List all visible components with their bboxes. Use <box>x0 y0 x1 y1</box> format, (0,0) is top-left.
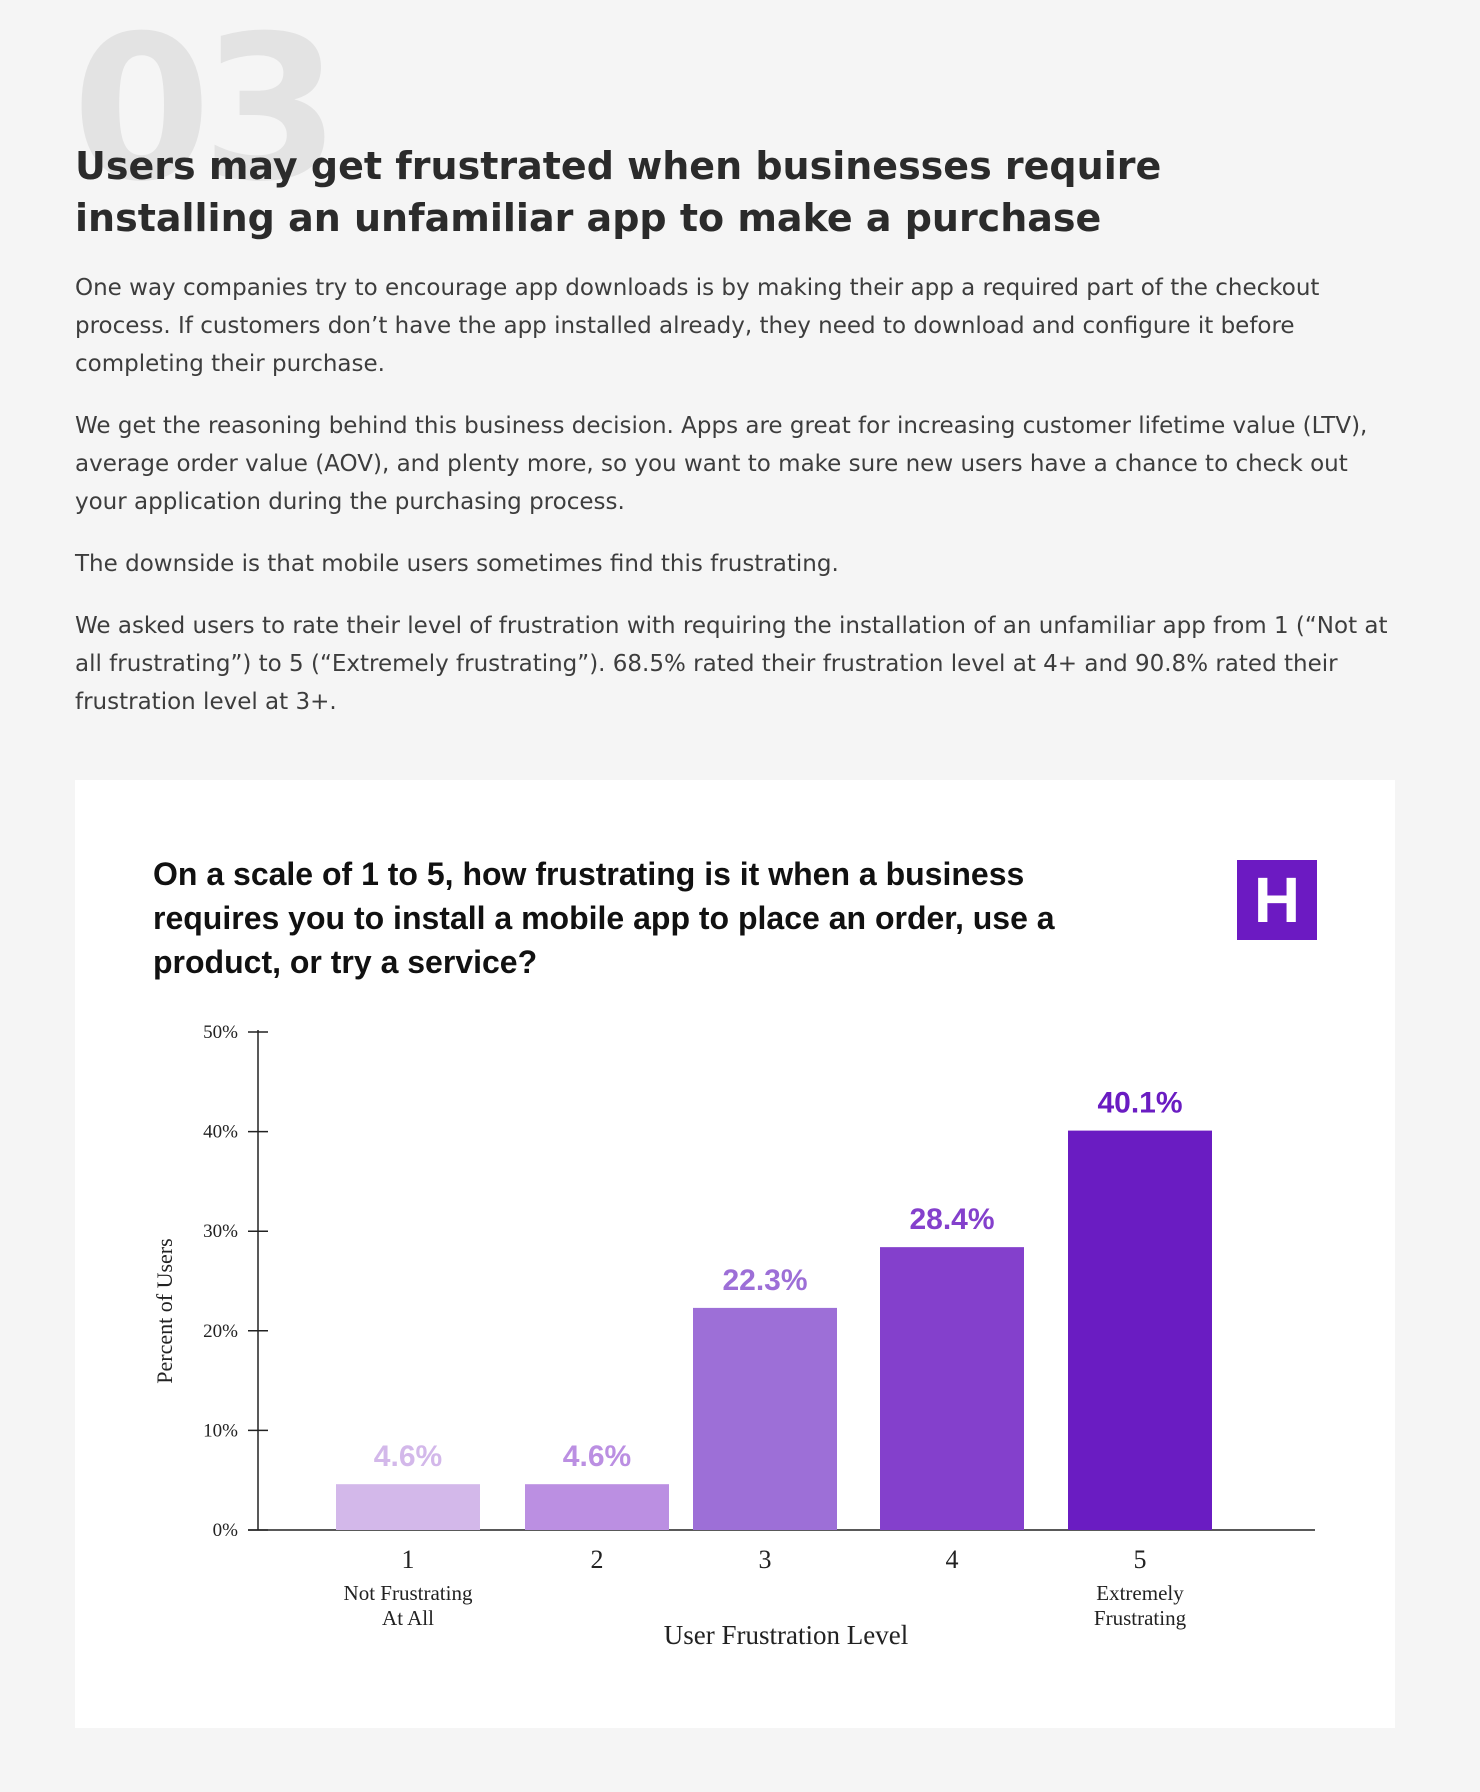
data-label: 22.3% <box>722 1264 807 1297</box>
y-axis-label: Percent of Users <box>152 1238 177 1383</box>
x-tick-sublabel: Frustrating <box>1094 1606 1187 1630</box>
brand-logo: H <box>1237 860 1317 940</box>
bar-3 <box>693 1307 837 1530</box>
bar-5 <box>1068 1130 1212 1530</box>
y-tick-label: 0% <box>213 1520 239 1541</box>
x-tick-sublabel: Extremely <box>1096 1581 1184 1605</box>
y-tick-label: 10% <box>203 1420 238 1441</box>
y-tick-label: 50% <box>203 1022 238 1043</box>
chart-title: On a scale of 1 to 5, how frustrating is… <box>153 856 1055 980</box>
x-tick-sublabel: At All <box>382 1606 434 1630</box>
section-heading: Users may get frustrated when businesses… <box>75 144 1162 240</box>
chart-card: On a scale of 1 to 5, how frustrating is… <box>75 780 1395 1728</box>
section-number: 03 <box>72 0 340 226</box>
bar-2 <box>525 1484 669 1530</box>
y-tick-label: 40% <box>203 1122 238 1143</box>
bar-4 <box>880 1247 1024 1530</box>
x-tick-label: 5 <box>1134 1545 1147 1574</box>
x-tick-sublabel: Not Frustrating <box>344 1581 473 1605</box>
paragraph-1: One way companies try to encourage app d… <box>75 275 1320 377</box>
data-label: 40.1% <box>1097 1087 1182 1120</box>
paragraph-3: The downside is that mobile users someti… <box>75 551 839 577</box>
bar-chart: 0% 10% 20% 30% 40% 50% Percent of Users 4.6% 1 No… <box>152 1022 1315 1650</box>
y-tick-label: 30% <box>203 1221 238 1242</box>
x-tick-label: 3 <box>759 1545 772 1574</box>
x-axis-label: User Frustration Level <box>664 1620 908 1650</box>
article: Users may get frustrated when businesses… <box>75 0 1395 721</box>
y-tick-label: 20% <box>203 1321 238 1342</box>
x-tick-label: 2 <box>591 1545 604 1574</box>
paragraph-2: We get the reasoning behind this busines… <box>75 413 1368 515</box>
data-label: 28.4% <box>909 1203 994 1236</box>
data-label: 4.6% <box>563 1440 631 1473</box>
x-tick-label: 4 <box>946 1545 959 1574</box>
paragraph-4: We asked users to rate their level of fr… <box>75 613 1388 715</box>
data-label: 4.6% <box>374 1440 442 1473</box>
x-tick-label: 1 <box>402 1545 415 1574</box>
bar-1 <box>336 1484 480 1530</box>
